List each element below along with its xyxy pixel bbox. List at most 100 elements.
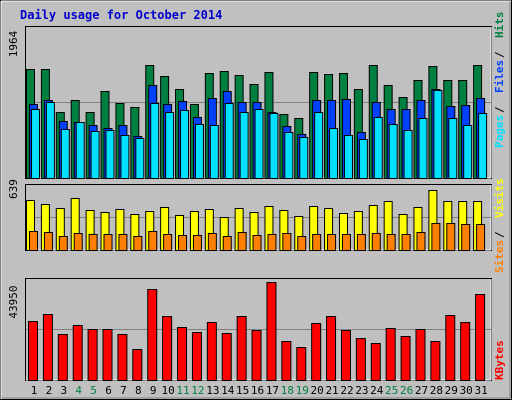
bar-kbytes-day-11 <box>177 327 188 381</box>
bar-sites-day-20 <box>312 234 322 251</box>
bar-kbytes-day-4 <box>72 325 83 381</box>
x-label-day-2: 2 <box>46 384 53 397</box>
bar-sites-day-18 <box>282 233 292 251</box>
bar-pages-day-15 <box>239 112 249 179</box>
bar-kbytes-day-16 <box>251 330 262 381</box>
x-label-day-24: 24 <box>370 384 384 397</box>
x-label-day-21: 21 <box>325 384 338 397</box>
bar-kbytes-day-10 <box>162 316 173 381</box>
bar-pages-day-10 <box>165 112 175 179</box>
bar-sites-day-9 <box>148 231 158 251</box>
bar-kbytes-day-22 <box>340 330 351 381</box>
bar-sites-day-16 <box>252 235 262 251</box>
bar-sites-day-30 <box>461 224 471 251</box>
x-label-day-10: 10 <box>162 384 175 397</box>
bar-pages-day-19 <box>299 137 309 179</box>
bar-kbytes-day-24 <box>370 343 381 381</box>
legend-kbytes: KBytes <box>493 340 506 380</box>
bar-sites-day-8 <box>133 236 143 251</box>
bar-sites-day-21 <box>327 234 337 251</box>
bar-kbytes-day-15 <box>236 316 247 381</box>
bar-sites-day-22 <box>341 234 351 251</box>
bar-kbytes-day-3 <box>57 334 68 381</box>
bar-pages-day-21 <box>329 128 339 179</box>
bar-sites-day-4 <box>73 233 83 251</box>
bar-sites-day-26 <box>401 234 411 251</box>
x-label-day-28: 28 <box>430 384 443 397</box>
x-label-day-29: 29 <box>445 384 458 397</box>
bar-kbytes-day-26 <box>400 336 411 381</box>
bar-pages-day-24 <box>373 117 383 179</box>
x-label-day-5: 5 <box>90 384 97 397</box>
bar-pages-day-31 <box>478 113 488 179</box>
x-label-day-1: 1 <box>31 384 38 397</box>
bar-sites-day-29 <box>446 223 456 251</box>
legend-separator: / <box>493 231 506 238</box>
x-label-day-13: 13 <box>206 384 219 397</box>
x-label-day-25: 25 <box>385 384 398 397</box>
bar-kbytes-day-28 <box>430 341 441 381</box>
bar-sites-day-19 <box>297 236 307 251</box>
chart-title: Daily usage for October 2014 <box>20 8 222 22</box>
bar-pages-day-5 <box>90 131 100 179</box>
legend-hits-files-pages: Pages / Files / Hits <box>493 12 506 149</box>
chart-panels <box>25 26 492 381</box>
legend-kbytes: KBytes <box>493 340 506 380</box>
x-label-day-23: 23 <box>355 384 368 397</box>
chart-bars <box>26 65 488 381</box>
x-label-day-12: 12 <box>191 384 204 397</box>
bar-sites-day-12 <box>192 235 202 251</box>
legend-hits: Hits <box>493 12 506 39</box>
bar-kbytes-day-19 <box>296 347 307 381</box>
max-labels: 1964 639 43950 <box>7 30 20 318</box>
max-label-visits: 639 <box>7 179 20 199</box>
bar-sites-day-25 <box>386 234 396 251</box>
bar-pages-day-1 <box>31 109 40 179</box>
bar-pages-day-12 <box>194 124 204 179</box>
x-label-day-30: 30 <box>460 384 473 397</box>
bar-pages-day-17 <box>269 113 279 179</box>
x-label-day-7: 7 <box>120 384 127 397</box>
x-label-day-20: 20 <box>311 384 324 397</box>
bar-sites-day-14 <box>222 236 232 251</box>
x-label-day-22: 22 <box>340 384 353 397</box>
bar-kbytes-day-29 <box>445 315 456 381</box>
bar-pages-day-8 <box>135 138 145 179</box>
bar-sites-day-11 <box>178 235 188 251</box>
legend-visits-sites: Sites / Visits <box>493 178 506 273</box>
bar-kbytes-day-23 <box>355 338 366 381</box>
x-label-day-27: 27 <box>415 384 428 397</box>
bar-pages-day-16 <box>254 109 264 179</box>
bar-pages-day-27 <box>418 118 428 179</box>
max-label-hits: 1964 <box>7 30 20 57</box>
bar-pages-day-30 <box>463 125 473 179</box>
bar-pages-day-13 <box>209 125 219 179</box>
x-label-day-8: 8 <box>135 384 142 397</box>
bar-sites-day-13 <box>207 233 217 251</box>
bar-sites-day-7 <box>118 234 128 251</box>
legend-separator: / <box>493 51 506 58</box>
x-label-day-17: 17 <box>266 384 279 397</box>
bar-pages-day-20 <box>314 112 324 179</box>
bar-kbytes-day-30 <box>460 322 471 381</box>
bar-pages-day-18 <box>284 132 294 179</box>
bar-pages-day-4 <box>75 122 85 179</box>
x-label-day-26: 26 <box>400 384 413 397</box>
chart-legends: Pages / Files / Hits Sites / Visits KBytes <box>493 12 506 381</box>
x-label-day-3: 3 <box>60 384 67 397</box>
bar-kbytes-day-7 <box>117 334 128 381</box>
x-label-day-16: 16 <box>251 384 264 397</box>
bar-pages-day-2 <box>45 102 55 179</box>
bar-kbytes-day-27 <box>415 329 426 381</box>
bar-sites-day-28 <box>431 223 441 251</box>
bar-pages-day-7 <box>120 135 130 179</box>
x-label-day-11: 11 <box>176 384 189 397</box>
bar-sites-day-17 <box>267 234 277 251</box>
bar-kbytes-day-9 <box>147 289 158 381</box>
legend-files: Files <box>493 60 506 93</box>
bar-kbytes-day-31 <box>475 294 486 381</box>
x-label-day-9: 9 <box>150 384 157 397</box>
bar-pages-day-22 <box>343 135 353 179</box>
x-label-day-19: 19 <box>296 384 309 397</box>
